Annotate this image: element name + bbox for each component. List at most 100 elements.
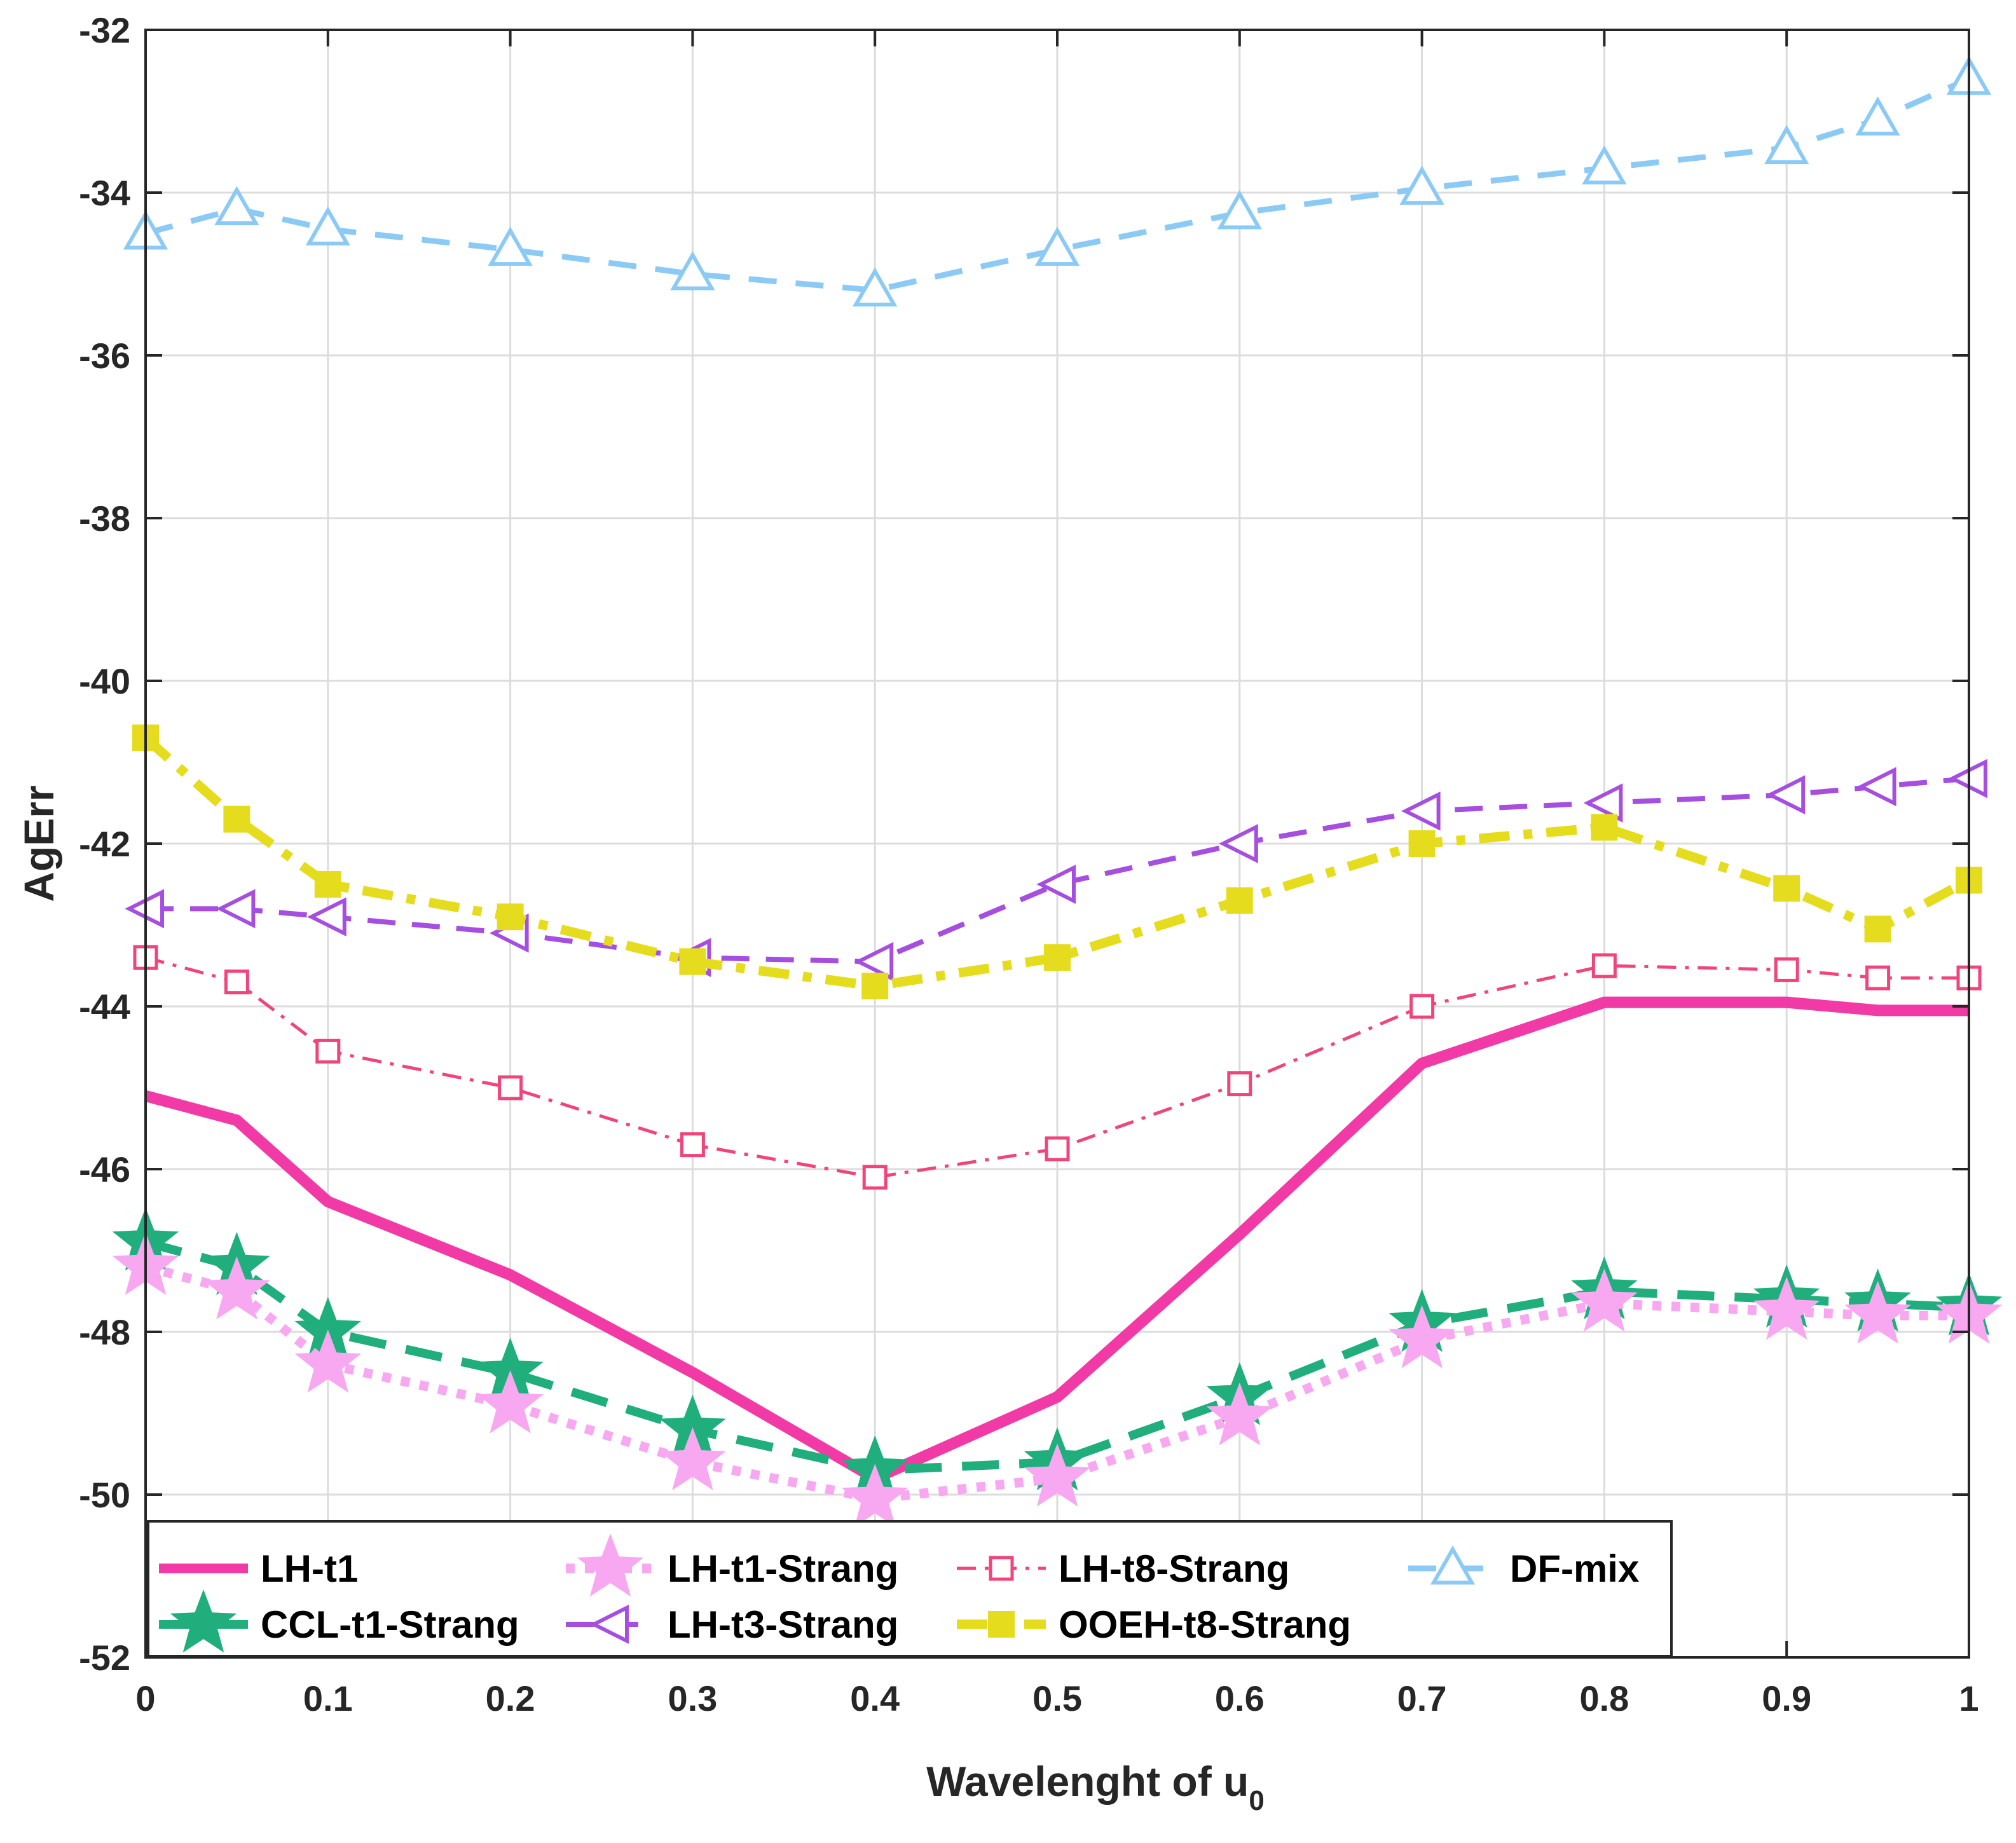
legend-label-lh-t1-strang: LH-t1-Strang	[668, 1547, 898, 1590]
y-tick-label: -40	[79, 661, 130, 701]
legend-item-ccl-t1-strang: CCL-t1-Strang	[159, 1589, 519, 1653]
data-point-lh-t8-strang	[315, 1038, 341, 1064]
legend-marker-lh-t3-strang	[589, 1605, 629, 1644]
data-point-ooeh-t8-strang	[1408, 830, 1436, 857]
legend-label-lh-t3-strang: LH-t3-Strang	[668, 1603, 898, 1646]
x-axis-title: Wavelenght of u0	[926, 1758, 1265, 1816]
y-tick-label: -38	[79, 498, 130, 538]
data-point-lh-t1-strang	[1571, 1268, 1638, 1332]
data-point-lh-t1-strang	[659, 1427, 726, 1491]
y-tick-label: -32	[79, 10, 130, 50]
data-point-df-mix	[1582, 145, 1627, 185]
y-tick-label: -52	[79, 1638, 130, 1678]
data-point-lh-t3-strang	[1856, 767, 1896, 807]
data-point-df-mix	[305, 206, 350, 246]
y-tick-label: -48	[79, 1312, 130, 1352]
data-point-lh-t1-strang	[1844, 1280, 1911, 1344]
data-point-lh-t3-strang	[1036, 865, 1076, 904]
series-layer	[112, 55, 2003, 1527]
data-point-ooeh-t8-strang	[1773, 875, 1800, 902]
data-point-ooeh-t8-strang	[1591, 814, 1618, 841]
y-tick-label: -44	[79, 987, 130, 1027]
data-point-ooeh-t8-strang	[223, 805, 250, 833]
legend-label-df-mix: DF-mix	[1510, 1547, 1639, 1590]
data-point-lh-t8-strang	[862, 1165, 888, 1190]
data-point-df-mix	[214, 186, 259, 226]
x-tick-label: 0.4	[850, 1678, 900, 1718]
data-point-df-mix	[488, 226, 533, 266]
series-line-lh-t1	[144, 996, 1969, 1484]
data-point-lh-t8-strang	[1774, 957, 1799, 982]
data-point-df-mix	[1855, 96, 1900, 136]
x-tick-label: 0.9	[1762, 1678, 1811, 1718]
data-point-lh-t1-strang	[477, 1370, 544, 1434]
series-lh-t1-strang	[112, 1231, 2003, 1527]
data-point-lh-t3-strang	[1766, 775, 1806, 815]
data-point-lh-t1-strang	[1389, 1305, 1455, 1369]
data-point-lh-t3-strang	[216, 889, 256, 929]
x-tick-label: 1	[1959, 1678, 1978, 1718]
series-lh-t1	[144, 996, 1969, 1484]
legend-item-lh-t3-strang: LH-t3-Strang	[566, 1603, 898, 1646]
data-point-lh-t3-strang	[854, 942, 894, 982]
y-tick-label: -34	[79, 173, 130, 213]
x-tick-label: 0.8	[1579, 1678, 1629, 1718]
legend-item-lh-t1: LH-t1	[159, 1547, 358, 1590]
data-point-lh-t1-strang	[1024, 1443, 1091, 1507]
legend-label-ccl-t1-strang: CCL-t1-Strang	[261, 1603, 519, 1646]
data-point-ooeh-t8-strang	[1226, 887, 1253, 914]
data-point-lh-t1-strang	[1753, 1277, 1820, 1340]
legend-marker-df-mix	[1430, 1545, 1476, 1585]
legend-item-ooeh-t8-strang: OOEH-t8-Strang	[957, 1603, 1351, 1646]
data-point-lh-t1-strang	[203, 1256, 270, 1320]
data-point-df-mix	[1399, 165, 1444, 205]
data-point-ooeh-t8-strang	[497, 903, 524, 931]
data-point-ooeh-t8-strang	[314, 871, 341, 898]
legend: LH-t1 LH-t1-Strang LH-t8-Strang DF-mix CCL-t…	[147, 1520, 1673, 1657]
legend-marker-ooeh-t8-strang	[988, 1611, 1015, 1638]
legend-marker-ccl-t1-strang	[170, 1589, 237, 1653]
data-point-ooeh-t8-strang	[1044, 944, 1071, 971]
data-point-lh-t8-strang	[498, 1075, 523, 1100]
data-point-df-mix	[1764, 125, 1809, 165]
data-point-lh-t1-strang	[1206, 1382, 1273, 1446]
series-df-mix	[123, 55, 1992, 307]
data-point-df-mix	[853, 267, 898, 307]
y-axis-title: AgErr	[15, 785, 62, 901]
legend-marker-lh-t8-strang	[989, 1556, 1014, 1581]
data-point-lh-t8-strang	[1045, 1136, 1070, 1161]
data-point-lh-t1-strang	[842, 1463, 909, 1527]
x-tick-label: 0.6	[1215, 1678, 1265, 1718]
data-point-lh-t8-strang	[680, 1132, 705, 1158]
data-point-lh-t3-strang	[307, 897, 346, 937]
x-tick-label: 0.7	[1397, 1678, 1447, 1718]
legend-item-lh-t1-strang: LH-t1-Strang	[566, 1533, 898, 1597]
x-tick-label: 0.5	[1032, 1678, 1082, 1718]
x-tick-label: 0.2	[486, 1678, 535, 1718]
legend-box	[147, 1520, 1673, 1657]
legend-item-lh-t8-strang: LH-t8-Strang	[957, 1547, 1289, 1590]
data-point-lh-t8-strang	[224, 969, 249, 995]
data-point-lh-t3-strang	[1219, 824, 1258, 863]
x-tick-label: 0.1	[303, 1678, 353, 1718]
legend-label-lh-t1: LH-t1	[261, 1547, 358, 1590]
data-point-lh-t3-strang	[1583, 783, 1623, 823]
legend-label-ooeh-t8-strang: OOEH-t8-Strang	[1059, 1603, 1351, 1646]
data-point-ooeh-t8-strang	[861, 973, 889, 999]
y-tick-label: -46	[79, 1149, 130, 1189]
data-point-ooeh-t8-strang	[679, 948, 706, 975]
data-point-df-mix	[1034, 226, 1080, 266]
legend-item-df-mix: DF-mix	[1408, 1545, 1639, 1590]
x-tick-label: 0.3	[668, 1678, 717, 1718]
data-point-lh-t1-strang	[294, 1329, 361, 1393]
data-point-lh-t8-strang	[1865, 965, 1891, 990]
data-point-ooeh-t8-strang	[1864, 915, 1891, 943]
data-point-lh-t8-strang	[1591, 953, 1617, 978]
data-point-lh-t8-strang	[1409, 994, 1435, 1019]
x-axis-title-text: Wavelenght of u	[926, 1758, 1249, 1805]
data-point-df-mix	[670, 250, 715, 291]
data-point-df-mix	[1217, 189, 1262, 230]
data-point-lh-t8-strang	[1227, 1071, 1252, 1097]
y-tick-label: -50	[79, 1475, 130, 1515]
